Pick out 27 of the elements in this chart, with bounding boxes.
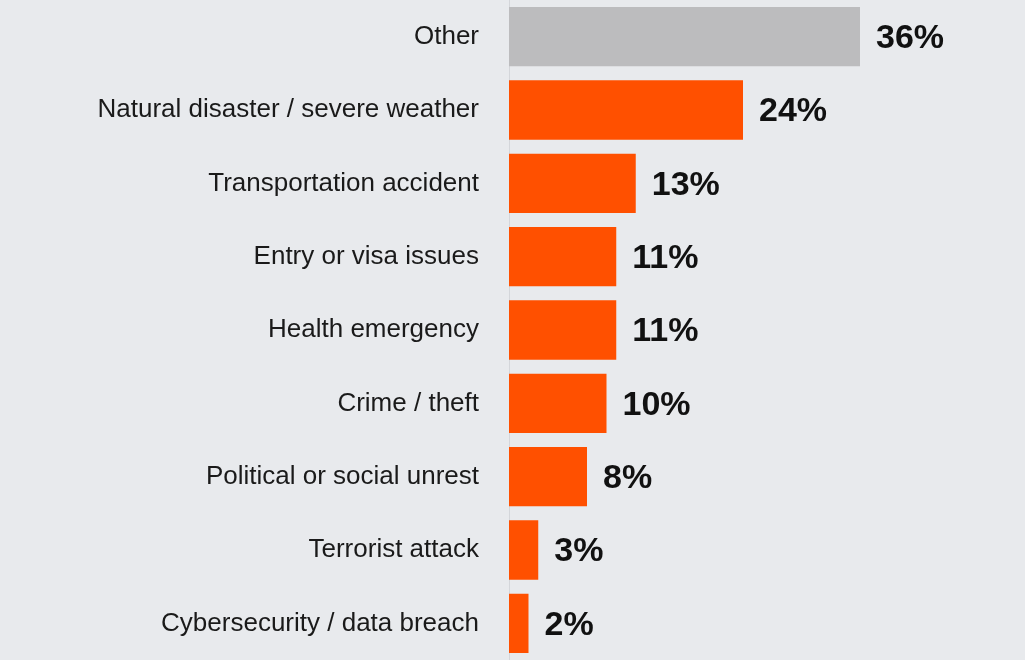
bar bbox=[509, 593, 529, 654]
y-tick-label: Entry or visa issues bbox=[253, 239, 479, 270]
data-label: 11% bbox=[632, 237, 699, 276]
y-tick-label: Health emergency bbox=[268, 313, 479, 344]
data-label: 3% bbox=[554, 530, 604, 569]
data-label: 10% bbox=[622, 383, 691, 422]
y-tick-label: Crime / theft bbox=[337, 386, 480, 417]
bar bbox=[509, 80, 743, 140]
y-tick-label: Terrorist attack bbox=[308, 533, 480, 564]
bar bbox=[509, 373, 607, 434]
bar bbox=[509, 520, 539, 580]
bar bbox=[509, 226, 617, 287]
y-tick-label: Other bbox=[413, 19, 480, 50]
data-label: 11% bbox=[632, 310, 699, 349]
bar bbox=[509, 300, 617, 360]
bar bbox=[509, 446, 587, 507]
bar bbox=[509, 6, 860, 67]
y-tick-label: Natural disaster / severe weather bbox=[97, 93, 480, 124]
data-label: 36% bbox=[876, 17, 945, 56]
data-label: 24% bbox=[759, 90, 828, 129]
y-tick-label: Cybersecurity / data breach bbox=[161, 606, 479, 637]
bar bbox=[509, 153, 636, 214]
y-tick-label: Transportation accident bbox=[208, 166, 480, 197]
data-label: 8% bbox=[603, 457, 653, 496]
y-tick-label: Political or social unrest bbox=[205, 459, 480, 490]
data-label: 13% bbox=[651, 163, 720, 202]
data-label: 2% bbox=[544, 603, 594, 642]
